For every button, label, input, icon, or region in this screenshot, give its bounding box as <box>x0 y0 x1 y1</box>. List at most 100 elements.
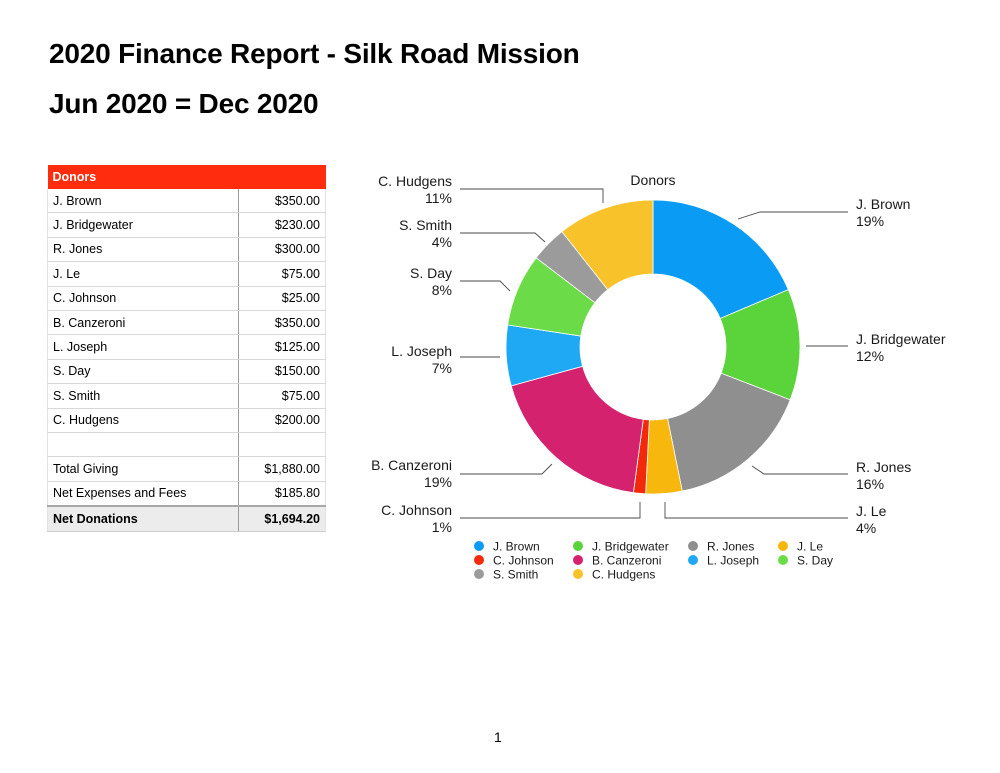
donor-amount: $350.00 <box>238 189 326 214</box>
legend-swatch-j-le <box>778 541 788 551</box>
donor-name: C. Hudgens <box>47 408 239 433</box>
legend-label-r-jones: R. Jones <box>707 540 754 554</box>
leader-lines <box>460 188 848 519</box>
total-giving-row: Total Giving $1,880.00 <box>47 456 326 482</box>
donor-amount: $125.00 <box>238 334 326 360</box>
slice-label-j-le: J. Le <box>856 503 887 519</box>
legend-label-s-day: S. Day <box>797 554 833 568</box>
slice-label-s-smith: S. Smith <box>399 217 452 233</box>
donor-amount: $25.00 <box>238 286 326 311</box>
leader-line-r-jones <box>751 465 848 475</box>
legend-swatch-j-brown <box>474 541 484 551</box>
table-header-row: Donors <box>47 165 326 189</box>
donor-name: S. Day <box>47 359 239 385</box>
donor-amount: $200.00 <box>238 408 326 433</box>
donor-name: R. Jones <box>47 237 239 263</box>
net-donations-amount: $1,694.20 <box>238 505 326 533</box>
legend-label-s-smith: S. Smith <box>493 568 538 582</box>
donor-name: J. Bridgewater <box>47 212 239 238</box>
donor-amount: $230.00 <box>238 212 326 238</box>
slice-label-j-bridgewater: J. Bridgewater <box>856 331 946 347</box>
slice-label-c-johnson: C. Johnson <box>381 502 452 518</box>
table-row: J. Brown $350.00 <box>47 189 326 214</box>
table-row: S. Smith $75.00 <box>47 383 326 409</box>
report-title: 2020 Finance Report - Silk Road Mission <box>49 38 580 69</box>
slice-b-canzeroni <box>510 365 644 494</box>
leader-line-c-johnson <box>460 502 641 519</box>
donors-table: Donors J. Brown $350.00 J. Bridgewater $23… <box>47 165 326 533</box>
legend-swatch-l-joseph <box>688 555 698 565</box>
chart-title: Donors <box>630 172 675 188</box>
slice-percent-j-brown: 19% <box>856 213 884 229</box>
donor-amount: $300.00 <box>238 237 326 263</box>
legend-label-j-bridgewater: J. Bridgewater <box>592 540 669 554</box>
donor-name: J. Le <box>47 261 239 287</box>
table-row: J. Bridgewater $230.00 <box>47 212 326 238</box>
net-expenses-amount: $185.80 <box>238 481 326 507</box>
table-row: J. Le $75.00 <box>47 261 326 287</box>
slice-percent-c-hudgens: 11% <box>425 190 452 206</box>
slice-c-hudgens <box>561 199 654 291</box>
slice-label-c-hudgens: C. Hudgens <box>378 173 452 189</box>
slice-label-s-day: S. Day <box>410 265 452 281</box>
donor-amount: $350.00 <box>238 310 326 336</box>
donor-name: J. Brown <box>47 189 239 214</box>
table-row: L. Joseph $125.00 <box>47 334 326 360</box>
donor-amount: $150.00 <box>238 359 326 385</box>
legend-swatch-c-hudgens <box>573 569 583 579</box>
donut-slices <box>505 199 801 495</box>
donor-amount: $75.00 <box>238 261 326 287</box>
slice-percent-j-le: 4% <box>856 520 876 536</box>
slice-percent-c-johnson: 1% <box>432 519 452 535</box>
donor-name: B. Canzeroni <box>47 310 239 336</box>
legend-swatch-j-bridgewater <box>573 541 583 551</box>
net-expenses-row: Net Expenses and Fees $185.80 <box>47 481 326 507</box>
donor-name: L. Joseph <box>47 334 239 360</box>
leader-line-j-brown <box>737 211 848 220</box>
legend-label-j-brown: J. Brown <box>493 540 540 554</box>
leader-line-b-canzeroni <box>460 463 553 475</box>
page-number: 1 <box>494 729 502 745</box>
chart-legend: J. Brown J. Bridgewater R. Jones J. Le C. Jo… <box>474 540 833 582</box>
slice-label-b-canzeroni: B. Canzeroni <box>371 457 452 473</box>
legend-swatch-b-canzeroni <box>573 555 583 565</box>
slice-j-brown <box>652 199 789 320</box>
table-header: Donors <box>47 165 326 189</box>
slice-percent-s-day: 8% <box>432 282 452 298</box>
table-row: R. Jones $300.00 <box>47 237 326 263</box>
leader-line-s-smith <box>460 232 546 243</box>
leader-line-s-day <box>460 280 511 292</box>
total-giving-amount: $1,880.00 <box>238 456 326 482</box>
empty-cell <box>238 432 326 458</box>
slice-percent-b-canzeroni: 19% <box>424 474 452 490</box>
slice-percent-j-bridgewater: 12% <box>856 348 884 364</box>
leader-line-j-le <box>664 502 848 519</box>
slice-percent-r-jones: 16% <box>856 476 884 492</box>
donor-name: C. Johnson <box>47 286 239 311</box>
leader-line-c-hudgens <box>460 188 604 203</box>
slice-label-l-joseph: L. Joseph <box>391 343 452 359</box>
donor-name: S. Smith <box>47 383 239 409</box>
legend-swatch-r-jones <box>688 541 698 551</box>
total-giving-label: Total Giving <box>47 456 239 482</box>
report-subtitle: Jun 2020 = Dec 2020 <box>49 88 319 119</box>
slice-label-j-brown: J. Brown <box>856 196 910 212</box>
legend-label-l-joseph: L. Joseph <box>707 554 759 568</box>
table-row: B. Canzeroni $350.00 <box>47 310 326 336</box>
legend-label-b-canzeroni: B. Canzeroni <box>592 554 661 568</box>
net-donations-row: Net Donations $1,694.20 <box>47 505 326 533</box>
net-expenses-label: Net Expenses and Fees <box>47 481 239 507</box>
empty-cell <box>47 432 239 458</box>
slice-percent-l-joseph: 7% <box>432 360 452 376</box>
table-row: C. Hudgens $200.00 <box>47 408 326 433</box>
donor-amount: $75.00 <box>238 383 326 409</box>
legend-label-j-le: J. Le <box>797 540 823 554</box>
table-row: C. Johnson $25.00 <box>47 286 326 311</box>
slice-label-r-jones: R. Jones <box>856 459 911 475</box>
slice-percent-s-smith: 4% <box>432 234 452 250</box>
legend-swatch-c-johnson <box>474 555 484 565</box>
legend-swatch-s-smith <box>474 569 484 579</box>
legend-swatch-s-day <box>778 555 788 565</box>
